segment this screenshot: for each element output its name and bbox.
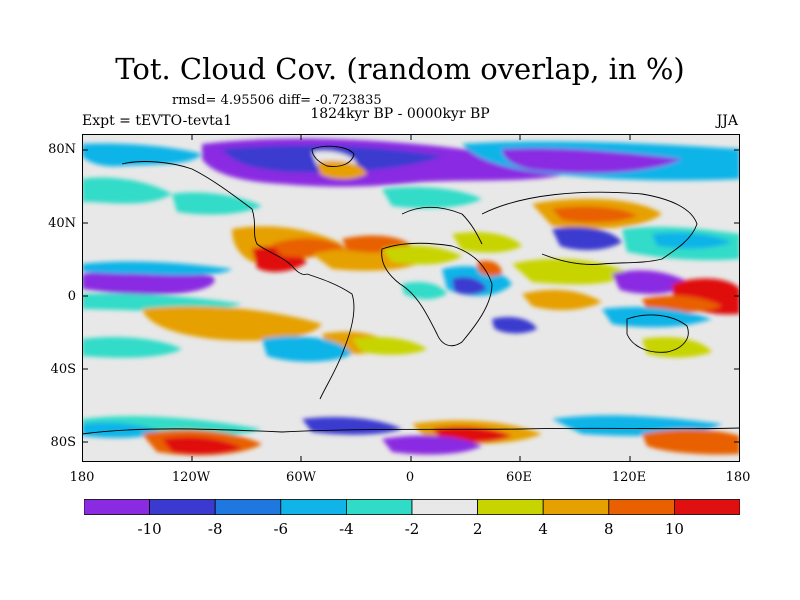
colorbar-box [345, 499, 413, 515]
colorbar-label: 10 [664, 520, 684, 538]
anomaly-sh-indian-cyan [602, 307, 712, 328]
anomaly-so-red [162, 436, 242, 455]
anomaly-so-purple [382, 435, 482, 455]
anomaly-atlantic-orange-north [317, 160, 367, 180]
anomaly-maritime-purple [612, 270, 692, 294]
anomaly-s-america-cyan [262, 336, 352, 362]
lon-tick-120e: 120E [611, 470, 647, 485]
colorbar-box [608, 499, 675, 515]
coast-africa [381, 242, 493, 347]
anomaly-arctic-cyan-west [82, 143, 202, 167]
anomaly-hornafrica-orange [477, 260, 502, 277]
colorbar-box [280, 499, 347, 515]
anomaly-spac-teal [82, 337, 182, 358]
colorbar-label: 4 [538, 520, 548, 538]
anomaly-indian-yellow [512, 258, 632, 285]
coast-north-america [121, 161, 308, 275]
map-ticks [82, 134, 740, 462]
anomaly-wpac-dark-orange [642, 295, 722, 313]
anomaly-npac-teal [82, 177, 172, 204]
colorbar-box [674, 499, 740, 515]
coastlines [82, 145, 740, 435]
coast-antarctica [82, 427, 740, 435]
anomaly-na-teal [172, 192, 262, 215]
anomaly-south-atlantic-yellow [352, 337, 427, 355]
anomaly-europe-teal [382, 187, 482, 209]
colorbar-label: 2 [472, 520, 483, 538]
colorbar-label: -8 [207, 520, 223, 538]
lon-tick-180w: 180 [69, 470, 95, 485]
lat-tick-80s: 80S [50, 435, 76, 450]
lon-tick-180e: 180 [725, 470, 751, 485]
colorbar-box [149, 499, 216, 515]
season-label: JJA [716, 113, 738, 129]
coast-europe [401, 206, 483, 245]
anomaly-spac-orange [142, 306, 322, 341]
anomaly-africa-blue [452, 277, 487, 295]
colorbar-box [477, 499, 544, 515]
period-text: 1824kyr BP - 0000kyr BP [310, 106, 490, 122]
colorbar-label: 8 [604, 520, 614, 538]
anomaly-so-orange-east [642, 429, 740, 455]
lat-tick-40n: 40N [48, 216, 76, 231]
anomaly-indian-orange [522, 289, 602, 311]
colorbar-box [542, 499, 610, 515]
map-title: Tot. Cloud Cov. (random overlap, in %) [115, 52, 685, 86]
anomaly-epac-cyan [82, 261, 232, 276]
colorbar-box [411, 499, 478, 515]
anomaly-epac-purple [82, 269, 215, 295]
lat-tick-40s: 40S [50, 362, 76, 377]
coast-australia [626, 314, 689, 353]
experiment-label: Expt = tEVTO-tevta1 [82, 113, 233, 129]
anomaly-siberia-purple [502, 148, 682, 174]
cloud-cover-map [82, 134, 740, 462]
lon-tick-60w: 60W [286, 470, 316, 485]
colorbar-label: -10 [137, 520, 162, 538]
anomaly-arabia-yellow [452, 232, 522, 253]
lon-tick-120w: 120W [171, 470, 211, 485]
coast-asia [481, 191, 698, 265]
anomaly-wpac-cyan [652, 232, 732, 249]
colorbar-box [84, 499, 150, 515]
lat-tick-0: 0 [67, 289, 76, 304]
anomaly-madagascar-blue [492, 317, 537, 334]
anomaly-asia-dark-orange [552, 206, 637, 223]
coast-greenland [311, 145, 355, 167]
coast-south-america [306, 273, 355, 400]
anomaly-india-blue [552, 227, 622, 251]
colorbar-box [214, 499, 282, 515]
colorbar-label: -6 [273, 520, 289, 538]
lat-tick-80n: 80N [48, 142, 76, 157]
lon-tick-60e: 60E [505, 470, 533, 485]
colorbar [84, 499, 740, 515]
stats-text: rmsd= 4.95506 diff= -0.723835 [172, 93, 382, 108]
colorbar-label: -4 [339, 520, 354, 538]
colorbar-label: -2 [404, 520, 420, 538]
lon-tick-0: 0 [405, 470, 415, 485]
anomaly-sahara-yellow [382, 245, 462, 265]
